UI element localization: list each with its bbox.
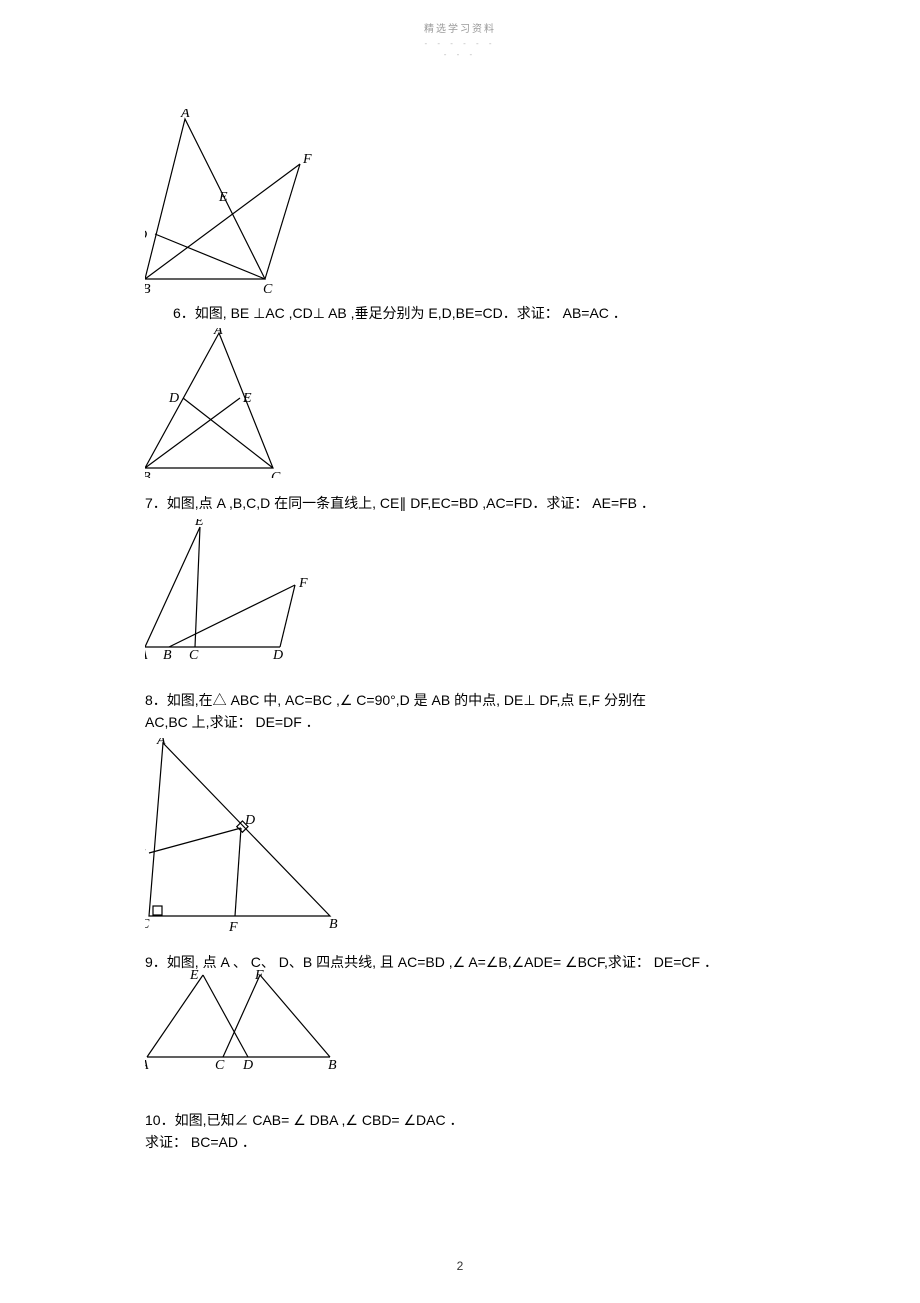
- problem-7-text: 7．如图,点 A ,B,C,D 在同一条直线上, CE∥ DF,EC=BD ,A…: [145, 492, 775, 514]
- svg-text:E: E: [242, 391, 252, 406]
- header-dashes-1: - - - - - -: [145, 39, 775, 48]
- header-dashes-2: - - -: [145, 50, 775, 59]
- svg-text:D: D: [168, 391, 179, 406]
- svg-text:A: A: [145, 648, 148, 659]
- problem-10: 10．如图,已知∠ CAB= ∠ DBA ,∠ CBD= ∠DAC ． 求证： …: [145, 1109, 775, 1154]
- svg-text:C: C: [271, 470, 281, 478]
- page-number: 2: [0, 1259, 920, 1273]
- svg-text:E: E: [218, 190, 228, 205]
- figure-7: A B C D E F: [145, 519, 775, 659]
- svg-text:B: B: [145, 282, 151, 294]
- svg-text:A: A: [145, 1058, 149, 1069]
- svg-text:B: B: [163, 648, 172, 659]
- svg-text:B: B: [328, 1058, 337, 1069]
- problem-10-line1: 10．如图,已知∠ CAB= ∠ DBA ,∠ CBD= ∠DAC ．: [145, 1109, 775, 1131]
- svg-text:D: D: [242, 1058, 253, 1069]
- figure-9: A C D B E F: [145, 969, 775, 1069]
- svg-text:D: D: [244, 813, 255, 828]
- svg-text:D: D: [145, 228, 147, 243]
- svg-text:C: C: [263, 282, 273, 294]
- svg-text:E: E: [189, 969, 199, 983]
- svg-text:C: C: [215, 1058, 225, 1069]
- document-page: 精选学习资料 - - - - - - - - - A B C D: [0, 0, 920, 1303]
- figure-5: A B C D E F: [145, 109, 775, 294]
- svg-text:E: E: [194, 519, 204, 529]
- content-area: A B C D E F 6．如图, BE ⊥AC ,CD⊥ AB ,垂足分别为 …: [145, 109, 775, 1154]
- svg-text:F: F: [302, 152, 312, 167]
- problem-8: 8．如图,在△ ABC 中, AC=BC ,∠ C=90°,D 是 AB 的中点…: [145, 689, 775, 933]
- svg-text:B: B: [329, 917, 338, 932]
- problem-8-line1: 8．如图,在△ ABC 中, AC=BC ,∠ C=90°,D 是 AB 的中点…: [145, 689, 775, 711]
- problem-6: 6．如图, BE ⊥AC ,CD⊥ AB ,垂足分别为 E,D,BE=CD．求证…: [145, 302, 775, 478]
- fig5-label-A: A: [180, 109, 190, 121]
- problem-7: 7．如图,点 A ,B,C,D 在同一条直线上, CE∥ DF,EC=BD ,A…: [145, 492, 775, 658]
- svg-text:C: C: [189, 648, 199, 659]
- problem-9-text: 9．如图, 点 A 、 C、 D、B 四点共线, 且 AC=BD ,∠ A=∠B…: [145, 951, 775, 973]
- problem-9: 9．如图, 点 A 、 C、 D、B 四点共线, 且 AC=BD ,∠ A=∠B…: [145, 951, 775, 1069]
- problem-6-text: 6．如图, BE ⊥AC ,CD⊥ AB ,垂足分别为 E,D,BE=CD．求证…: [145, 302, 775, 324]
- svg-text:F: F: [254, 969, 264, 983]
- svg-text:C: C: [145, 917, 150, 932]
- svg-text:F: F: [228, 920, 238, 933]
- figure-8: A C B D E F: [145, 738, 775, 933]
- svg-text:D: D: [272, 648, 283, 659]
- svg-text:A: A: [156, 738, 166, 748]
- svg-text:F: F: [298, 576, 308, 591]
- svg-text:E: E: [145, 847, 146, 862]
- problem-10-line2: 求证： BC=AD ．: [145, 1131, 775, 1153]
- svg-text:B: B: [145, 470, 151, 478]
- svg-text:A: A: [213, 328, 223, 338]
- problem-8-line2: AC,BC 上,求证： DE=DF ．: [145, 711, 775, 733]
- header-title: 精选学习资料: [145, 20, 775, 35]
- figure-6: A B C D E: [145, 328, 775, 478]
